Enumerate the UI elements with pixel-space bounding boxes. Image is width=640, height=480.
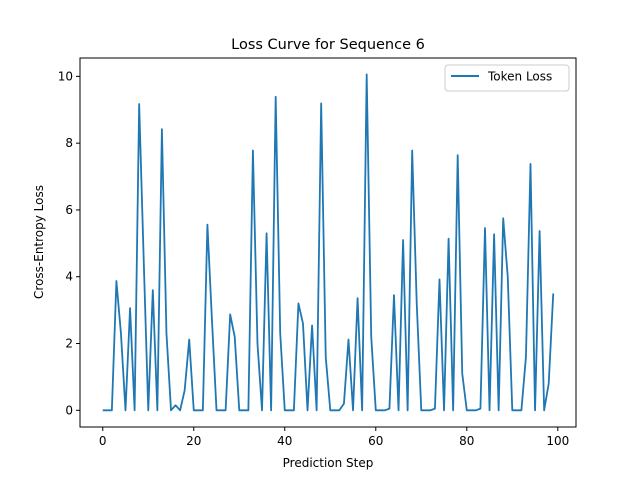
y-axis-ticks: 0 2 4 6 8 10 [58, 69, 80, 417]
x-axis-label: Prediction Step [283, 456, 374, 470]
x-tick-label: 60 [368, 434, 383, 448]
series-line-0 [102, 73, 555, 412]
axes-frame [79, 57, 577, 428]
plot-area [102, 73, 555, 412]
y-tick-label: 8 [65, 136, 73, 150]
y-axis-label: Cross-Entropy Loss [32, 185, 46, 299]
y-tick-label: 2 [65, 337, 73, 351]
x-tick-label: 0 [99, 434, 107, 448]
chart-title: Loss Curve for Sequence 6 [231, 37, 425, 53]
y-tick-label: 0 [65, 403, 73, 417]
x-tick-label: 40 [277, 434, 292, 448]
x-axis-ticks: 0 20 40 60 80 100 [99, 427, 569, 448]
legend: Token Loss [444, 64, 570, 92]
x-tick-label: 100 [546, 434, 569, 448]
y-tick-label: 4 [65, 270, 73, 284]
x-tick-label: 20 [186, 434, 201, 448]
legend-box [444, 64, 570, 92]
y-tick-label: 10 [58, 69, 73, 83]
y-tick-label: 6 [65, 203, 73, 217]
legend-entry-token-loss: Token Loss [487, 70, 552, 84]
x-tick-label: 80 [459, 434, 474, 448]
